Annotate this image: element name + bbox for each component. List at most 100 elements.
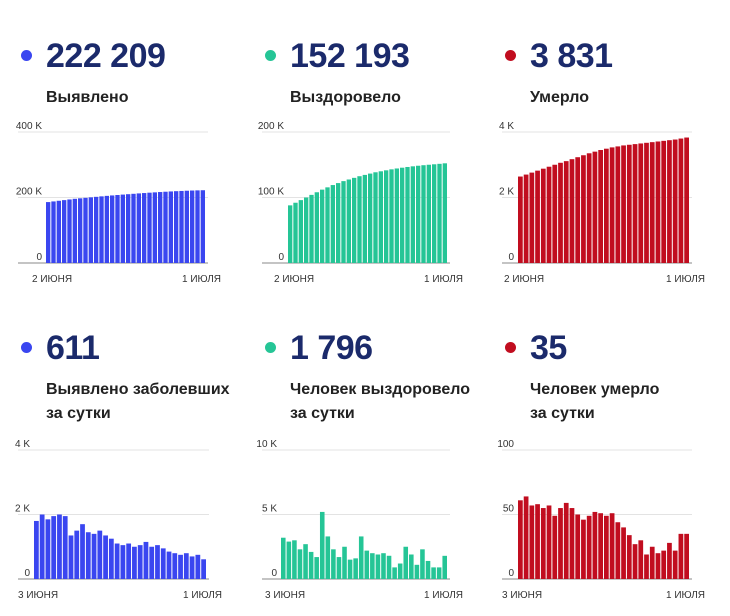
y-tick-label: 5 K xyxy=(262,504,277,515)
bar xyxy=(201,559,206,579)
bar xyxy=(183,553,189,579)
metric-label-line1: Человек умерло xyxy=(530,381,660,398)
bar xyxy=(103,535,108,579)
x-end-label: 1 ИЮЛЯ xyxy=(666,590,705,601)
x-end-label: 1 ИЮЛЯ xyxy=(424,274,463,285)
bar xyxy=(83,197,88,263)
bar xyxy=(431,567,436,579)
bar xyxy=(195,190,200,263)
headline-value: 222 209 xyxy=(46,37,166,75)
bar xyxy=(51,516,57,579)
bar xyxy=(661,140,667,263)
bar xyxy=(325,536,331,579)
bar xyxy=(288,205,293,263)
bar xyxy=(34,520,39,579)
bar xyxy=(586,153,592,263)
y-tick-label: 50 xyxy=(503,504,515,515)
bar xyxy=(357,176,362,263)
y-tick-label: 100 K xyxy=(258,187,284,198)
bar xyxy=(442,555,447,579)
bar xyxy=(131,193,136,263)
bar xyxy=(46,202,51,263)
bar xyxy=(149,546,155,579)
bar xyxy=(409,554,414,579)
bar xyxy=(74,530,80,579)
legend-dot xyxy=(21,342,32,353)
bar xyxy=(68,535,74,579)
bar xyxy=(546,505,552,579)
bar xyxy=(62,516,68,579)
metric-label: Выявлено xyxy=(46,86,128,110)
metric-label-line1: Человек выздоровело xyxy=(290,381,471,398)
x-start-label: 3 ИЮНЯ xyxy=(265,590,305,601)
bar xyxy=(394,168,399,263)
bar xyxy=(160,548,166,579)
bar xyxy=(649,142,655,263)
bar xyxy=(353,558,358,579)
metric-label-line1: Умерло xyxy=(530,89,589,106)
headline-value: 611 xyxy=(46,329,100,367)
bar xyxy=(189,556,195,579)
bar xyxy=(114,543,120,579)
bar xyxy=(604,148,609,263)
bar xyxy=(190,190,195,263)
bar xyxy=(661,550,667,579)
bar xyxy=(120,545,126,579)
bar xyxy=(62,200,67,263)
bar xyxy=(346,179,351,263)
bar xyxy=(297,549,303,579)
bar xyxy=(632,144,638,263)
bar xyxy=(341,181,346,263)
x-start-label: 2 ИЮНЯ xyxy=(32,274,72,285)
bar xyxy=(178,554,183,579)
bar xyxy=(667,140,672,263)
x-end-label: 1 ИЮЛЯ xyxy=(666,274,705,285)
bar xyxy=(405,166,410,263)
bar xyxy=(426,164,431,263)
bar xyxy=(518,176,523,263)
bar xyxy=(575,157,581,263)
bar xyxy=(358,536,364,579)
bar xyxy=(649,546,655,579)
bar xyxy=(184,190,189,263)
bar xyxy=(342,546,347,579)
bar xyxy=(389,169,394,263)
bar xyxy=(552,515,558,579)
bar xyxy=(403,546,409,579)
metric-label: Человек умерло за сутки xyxy=(530,378,659,426)
bar xyxy=(655,553,661,579)
y-tick-label: 200 K xyxy=(258,121,284,132)
bar xyxy=(420,549,425,579)
bar xyxy=(523,174,529,263)
metric-label-line1: Выявлено xyxy=(46,89,129,106)
bar xyxy=(632,544,638,579)
bar xyxy=(529,505,535,579)
bar xyxy=(293,202,298,263)
bar xyxy=(373,172,378,263)
bar xyxy=(523,496,529,579)
bar xyxy=(569,508,575,579)
metric-label: Выздоровело xyxy=(290,86,401,110)
bar xyxy=(626,144,632,263)
bar xyxy=(168,191,173,263)
metric-label-line2: за сутки xyxy=(290,405,355,422)
bar xyxy=(592,511,598,579)
bar xyxy=(195,554,201,579)
y-tick-label: 10 K xyxy=(256,439,277,450)
metric-label-line1: Выздоровело xyxy=(290,89,401,106)
headline-value: 3 831 xyxy=(530,37,613,75)
bar xyxy=(281,537,286,579)
bar xyxy=(97,530,103,579)
y-tick-label: 0 xyxy=(278,252,284,263)
bar xyxy=(638,540,644,579)
x-start-label: 3 ИЮНЯ xyxy=(502,590,542,601)
bar xyxy=(309,194,314,263)
y-tick-label: 2 K xyxy=(499,187,514,198)
bar xyxy=(569,159,575,263)
y-tick-label: 4 K xyxy=(499,121,514,132)
bar xyxy=(442,163,447,263)
x-start-label: 2 ИЮНЯ xyxy=(274,274,314,285)
bar xyxy=(397,563,403,579)
x-end-label: 1 ИЮЛЯ xyxy=(182,274,221,285)
bar xyxy=(575,514,581,579)
